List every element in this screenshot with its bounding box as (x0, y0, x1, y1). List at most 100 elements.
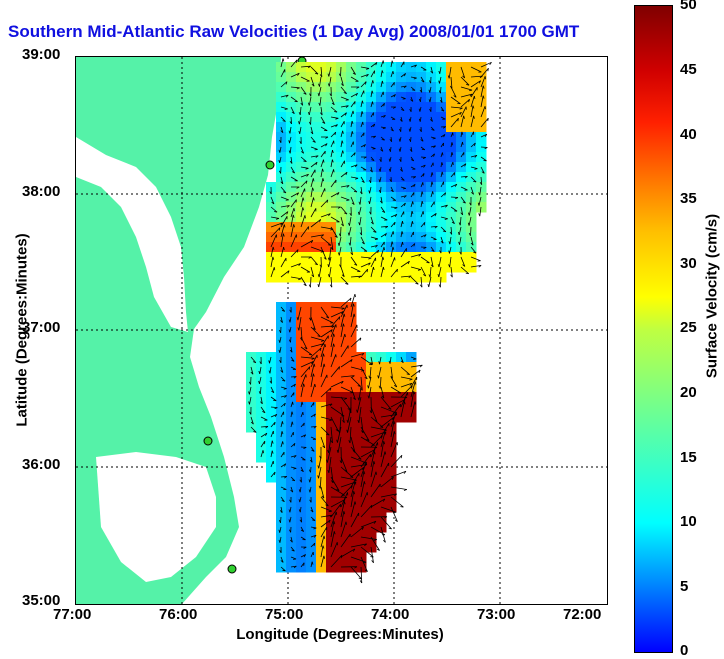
arrow-head (341, 311, 344, 315)
velocity-cell (396, 232, 407, 243)
velocity-arrow (400, 356, 404, 363)
arrow-head (282, 379, 286, 382)
velocity-arrow (250, 356, 257, 363)
arrow-head (322, 168, 324, 172)
velocity-cell (406, 232, 417, 243)
velocity-arrow (360, 262, 371, 268)
arrow-head (285, 94, 289, 98)
velocity-arrow (280, 116, 286, 122)
arrow-head (451, 142, 454, 146)
velocity-arrow (340, 313, 345, 328)
arrow-head (331, 325, 335, 328)
velocity-cell (386, 82, 397, 93)
map-plot-area[interactable] (75, 56, 608, 605)
velocity-arrow (280, 386, 287, 389)
arrow-head (411, 385, 413, 389)
arrow-head (289, 349, 293, 353)
arrow-head (329, 403, 333, 407)
velocity-cell (466, 102, 477, 113)
arrow-head (351, 202, 355, 205)
velocity-cell (376, 92, 387, 103)
velocity-arrow (279, 146, 282, 153)
arrow-head (355, 93, 358, 97)
velocity-cell (376, 452, 387, 463)
arrow-head (401, 179, 405, 181)
velocity-arrow (270, 196, 275, 205)
velocity-cell (366, 492, 377, 503)
arrow-head (414, 64, 417, 68)
velocity-arrow (350, 526, 364, 538)
velocity-arrow (310, 66, 319, 75)
velocity-arrow (340, 323, 344, 338)
arrow-head (288, 329, 291, 333)
arrow-head (394, 207, 398, 210)
arrow-head (438, 284, 441, 288)
arrow-head (482, 85, 485, 89)
arrow-head (274, 471, 276, 476)
velocity-arrow (340, 276, 349, 285)
arrow-head (280, 320, 283, 323)
arrow-head (341, 381, 344, 384)
velocity-arrow (390, 431, 395, 448)
velocity-arrow (330, 106, 338, 113)
arrow-head (349, 297, 352, 301)
velocity-arrow (350, 556, 367, 563)
arrow-head (311, 449, 315, 452)
velocity-arrow (370, 80, 374, 88)
velocity-arrow (480, 176, 483, 185)
velocity-arrow (390, 71, 394, 78)
velocity-arrow (458, 226, 462, 236)
velocity-arrow (410, 369, 421, 378)
arrow-head (392, 71, 394, 75)
velocity-arrow (360, 536, 377, 540)
velocity-cell (326, 322, 337, 333)
velocity-arrow (340, 206, 348, 215)
velocity-arrow (400, 73, 406, 78)
arrow-head (410, 159, 414, 162)
velocity-arrow (290, 476, 296, 482)
arrow-head (297, 73, 300, 76)
velocity-arrow (290, 443, 296, 448)
velocity-arrow (350, 446, 362, 460)
velocity-arrow (400, 61, 405, 68)
arrow-head (409, 108, 412, 112)
arrow-head (400, 506, 404, 508)
arrow-head (403, 489, 407, 491)
velocity-arrow (400, 195, 407, 198)
arrow-head (444, 218, 448, 220)
velocity-arrow (310, 383, 316, 398)
arrow-head (487, 118, 489, 122)
arrow-head (398, 138, 401, 142)
arrow-head (323, 159, 325, 163)
velocity-arrow (330, 333, 335, 348)
velocity-arrow (280, 411, 284, 418)
velocity-arrow (300, 366, 311, 378)
velocity-arrow (338, 246, 342, 256)
arrow-head (415, 282, 419, 285)
arrow-head (297, 327, 300, 331)
velocity-arrow (310, 336, 325, 342)
velocity-arrow (350, 120, 353, 128)
arrow-head (273, 267, 276, 271)
arrow-head (369, 211, 372, 215)
arrow-head (377, 375, 379, 379)
velocity-arrow (390, 399, 406, 408)
arrow-head (312, 178, 315, 182)
velocity-arrow (420, 276, 423, 288)
arrow-head (354, 152, 356, 156)
arrow-head (464, 163, 467, 167)
velocity-arrow (350, 176, 359, 179)
velocity-arrow (320, 535, 325, 548)
arrow-head (409, 149, 413, 152)
arrow-head (394, 385, 398, 388)
velocity-arrow (410, 381, 416, 398)
velocity-arrow (360, 492, 368, 508)
velocity-arrow (320, 213, 331, 218)
velocity-arrow (320, 316, 334, 324)
arrow-head (404, 73, 406, 77)
velocity-cell (286, 402, 297, 413)
arrow-head (278, 349, 281, 353)
velocity-arrow (340, 297, 352, 308)
velocity-arrow (359, 196, 362, 205)
velocity-arrow (320, 506, 332, 512)
